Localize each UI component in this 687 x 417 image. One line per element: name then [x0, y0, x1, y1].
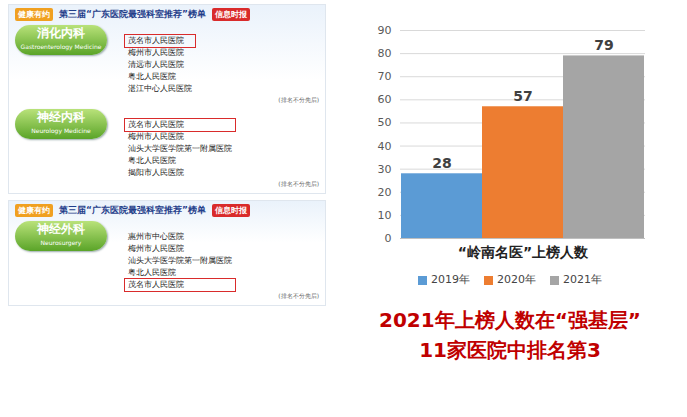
svg-text:“岭南名医”上榜人数: “岭南名医”上榜人数	[458, 244, 589, 260]
html-text:粤北人民医院: 粤北人民医院	[128, 268, 176, 277]
html-text:汕头大学医学院第一附属医院: 汕头大学医学院第一附属医院	[128, 256, 232, 265]
html-text:Gastroenterology Medicine: Gastroenterology Medicine	[20, 43, 102, 50]
html-text:神经外科: 神经外科	[37, 222, 85, 236]
svg-text:50: 50	[378, 116, 392, 129]
html-text:第三届“广东医院最强科室推荐”榜单: 第三届“广东医院最强科室推荐”榜单	[59, 9, 206, 19]
html-text:Neurosurgery: Neurosurgery	[40, 239, 82, 246]
html-text:第三届“广东医院最强科室推荐”榜单: 第三届“广东医院最强科室推荐”榜单	[59, 205, 206, 215]
svg-text:0: 0	[385, 232, 392, 245]
html-text:健康有约: 健康有约	[18, 206, 50, 215]
html-text:(排名不分先后): (排名不分先后)	[278, 96, 319, 103]
html-text:信息时报: 信息时报	[214, 10, 247, 19]
html-text:粤北人民医院: 粤北人民医院	[128, 72, 176, 81]
svg-text:28: 28	[432, 155, 451, 171]
html-text:粤北人民医院: 粤北人民医院	[128, 156, 176, 165]
html-text:惠州市中心医院: 惠州市中心医院	[128, 232, 184, 241]
html-text:2021年上榜人数在“强基层”: 2021年上榜人数在“强基层”	[379, 308, 641, 332]
html-text:2019年: 2019年	[431, 273, 470, 286]
svg-text:80: 80	[378, 47, 392, 60]
html-text:茂名市人民医院: 茂名市人民医院	[128, 280, 184, 289]
svg-text:70: 70	[378, 70, 392, 83]
html-text:湛江中心人民医院: 湛江中心人民医院	[128, 84, 192, 93]
svg-text:60: 60	[378, 93, 392, 106]
html-text:11家医院中排名第3: 11家医院中排名第3	[419, 338, 601, 362]
svg-text:90: 90	[378, 24, 392, 37]
html-text:健康有约: 健康有约	[18, 10, 50, 19]
html-text:Neurology Medicine: Neurology Medicine	[31, 127, 91, 134]
html-text:揭阳市人民医院: 揭阳市人民医院	[128, 168, 184, 177]
html-text:汕头大学医学院第一附属医院: 汕头大学医学院第一附属医院	[128, 144, 232, 153]
html-text:茂名市人民医院: 茂名市人民医院	[128, 36, 184, 45]
html-text:梅州市人民医院: 梅州市人民医院	[128, 244, 184, 253]
html-text:2021年: 2021年	[563, 273, 602, 286]
html-text:梅州市人民医院: 梅州市人民医院	[128, 48, 184, 57]
svg-text:20: 20	[378, 186, 392, 199]
html-text:消化内科: 消化内科	[37, 26, 85, 40]
html-text:2020年: 2020年	[497, 273, 536, 286]
html-text:神经内科: 神经内科	[37, 110, 85, 124]
svg-text:40: 40	[378, 140, 392, 153]
svg-text:30: 30	[378, 163, 392, 176]
html-text:(排名不分先后): (排名不分先后)	[278, 180, 319, 187]
svg-text:10: 10	[378, 209, 392, 222]
html-text:清远市人民医院: 清远市人民医院	[128, 60, 184, 69]
svg-text:57: 57	[513, 88, 532, 104]
html-text:(排名不分先后): (排名不分先后)	[278, 292, 319, 299]
svg-text:79: 79	[594, 37, 613, 53]
html-text:茂名市人民医院: 茂名市人民医院	[128, 120, 184, 129]
html-text:梅州市人民医院: 梅州市人民医院	[128, 132, 184, 141]
html-text:信息时报: 信息时报	[214, 206, 247, 215]
